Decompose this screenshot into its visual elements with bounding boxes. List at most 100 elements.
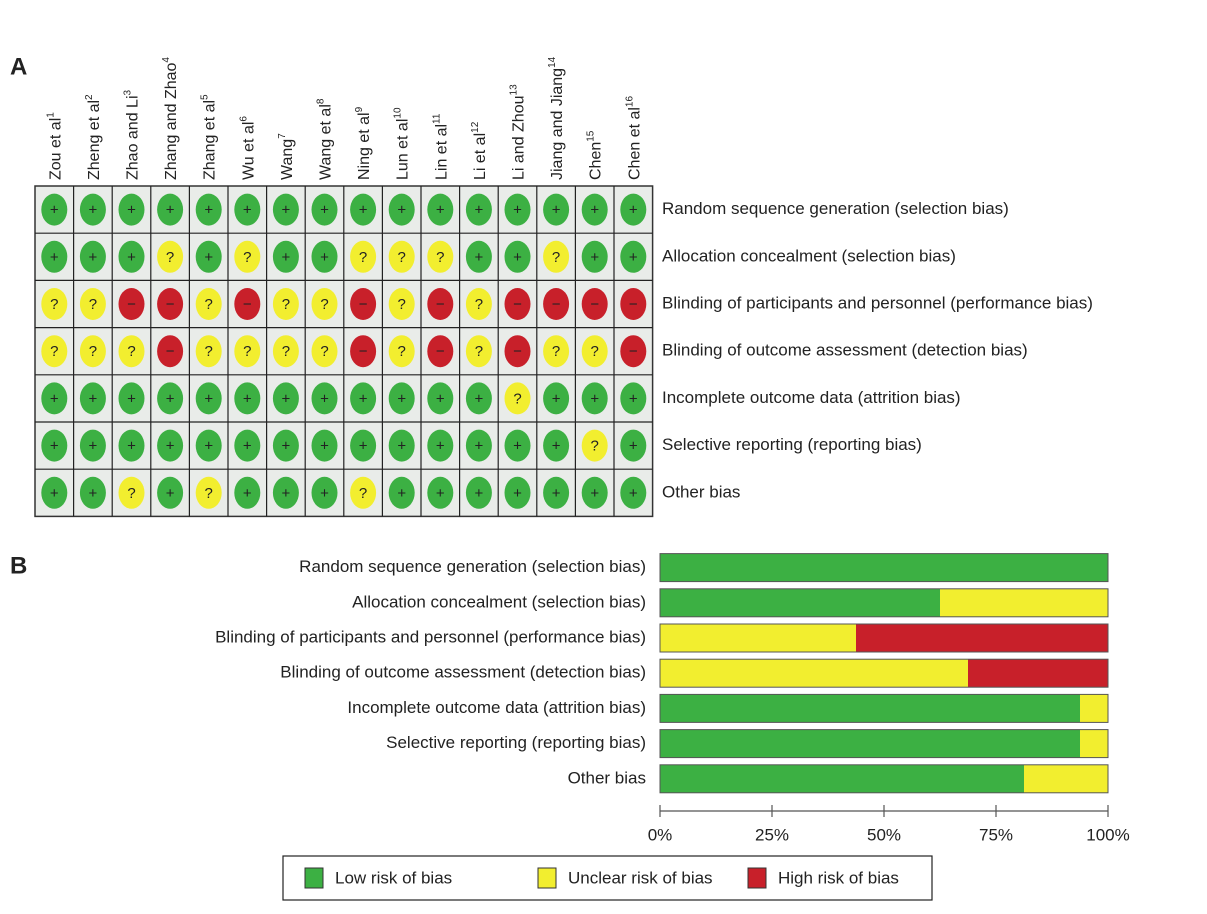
risk-symbol: ? [205, 485, 213, 502]
risk-symbol: + [243, 390, 252, 407]
risk-symbol: + [320, 485, 329, 502]
risk-marker [504, 382, 531, 415]
risk-marker [79, 335, 106, 368]
risk-symbol: + [89, 485, 98, 502]
risk-marker [543, 382, 570, 415]
bar-segment [660, 694, 1080, 723]
risk-marker [465, 335, 492, 368]
domain-label: Blinding of participants and personnel (… [662, 293, 1093, 312]
risk-marker [581, 240, 608, 273]
risk-symbol: + [475, 390, 484, 407]
risk-marker [620, 193, 647, 226]
study-label: Zhang and Zhao4 [161, 57, 180, 180]
risk-marker [388, 193, 415, 226]
risk-marker [427, 429, 454, 462]
risk-symbol: ? [243, 343, 251, 360]
study-name: Zou et al [47, 118, 64, 180]
bar-outline [659, 553, 1109, 583]
bar-segment [1024, 764, 1108, 793]
risk-marker [195, 382, 222, 415]
domain-label: Incomplete outcome data (attrition bias) [662, 388, 961, 407]
study-ref: 7 [277, 133, 288, 139]
study-ref: 5 [200, 94, 211, 100]
risk-symbol: ? [127, 485, 135, 502]
study-label: Wu et al6 [238, 116, 257, 180]
risk-symbol: − [629, 296, 638, 313]
bar-segment [1080, 694, 1108, 723]
study-label: Lin et al11 [431, 113, 450, 180]
risk-symbol: ? [89, 343, 97, 360]
risk-marker [41, 193, 68, 226]
risk-symbol: + [127, 390, 136, 407]
risk-symbol: + [397, 438, 406, 455]
risk-marker [118, 240, 145, 273]
risk-symbol: + [204, 202, 213, 219]
bar-segment [856, 624, 1108, 652]
risk-symbol: ? [282, 296, 290, 313]
study-name: Zheng et al [86, 100, 103, 180]
panel-label: A [10, 53, 27, 80]
risk-symbol: + [513, 202, 522, 219]
x-tick-label: 0% [648, 825, 673, 844]
risk-symbol: + [590, 485, 599, 502]
risk-symbol: + [127, 202, 136, 219]
risk-marker [41, 382, 68, 415]
risk-marker [234, 382, 261, 415]
risk-symbol: + [282, 202, 291, 219]
risk-marker [504, 240, 531, 273]
risk-marker [41, 429, 68, 462]
risk-symbol: + [320, 438, 329, 455]
risk-marker [79, 193, 106, 226]
risk-marker [350, 476, 377, 509]
risk-marker [41, 240, 68, 273]
risk-symbol: + [89, 438, 98, 455]
risk-marker [41, 476, 68, 509]
risk-marker [350, 429, 377, 462]
risk-symbol: + [552, 390, 561, 407]
risk-symbol: + [513, 485, 522, 502]
risk-marker [427, 382, 454, 415]
risk-symbol: + [590, 390, 599, 407]
risk-symbol: + [89, 249, 98, 266]
risk-symbol: + [127, 438, 136, 455]
risk-symbol: + [436, 485, 445, 502]
risk-symbol: + [436, 438, 445, 455]
risk-symbol: ? [591, 438, 599, 455]
study-name: Lun et al [395, 119, 412, 180]
risk-marker [79, 240, 106, 273]
risk-marker [465, 382, 492, 415]
risk-marker [234, 429, 261, 462]
risk-marker [620, 335, 647, 368]
bar-outline [659, 729, 1109, 759]
risk-marker [118, 382, 145, 415]
risk-marker [543, 335, 570, 368]
x-tick-label: 75% [979, 825, 1013, 844]
study-label: Lun et al10 [393, 107, 412, 180]
study-label: Wang et al8 [316, 98, 335, 180]
risk-symbol: + [282, 438, 291, 455]
risk-symbol: + [50, 390, 59, 407]
legend-label: High risk of bias [778, 868, 899, 887]
risk-symbol: ? [513, 390, 521, 407]
risk-symbol: ? [475, 343, 483, 360]
risk-marker [41, 288, 68, 320]
risk-marker [465, 429, 492, 462]
risk-symbol: + [475, 438, 484, 455]
risk-symbol: ? [243, 249, 251, 266]
risk-marker [465, 288, 492, 320]
study-ref: 14 [547, 56, 558, 68]
risk-symbol: + [629, 485, 638, 502]
study-name: Zhang and Zhao [163, 62, 180, 180]
bar-outline [659, 588, 1109, 618]
risk-marker [388, 429, 415, 462]
risk-marker [350, 240, 377, 273]
risk-marker [427, 335, 454, 368]
study-label: Li et al12 [470, 121, 489, 180]
risk-marker [118, 476, 145, 509]
legend-swatch [304, 867, 324, 889]
risk-marker [388, 288, 415, 320]
risk-marker [581, 335, 608, 368]
risk-symbol: + [50, 438, 59, 455]
risk-marker [41, 335, 68, 368]
risk-symbol: − [513, 343, 522, 360]
